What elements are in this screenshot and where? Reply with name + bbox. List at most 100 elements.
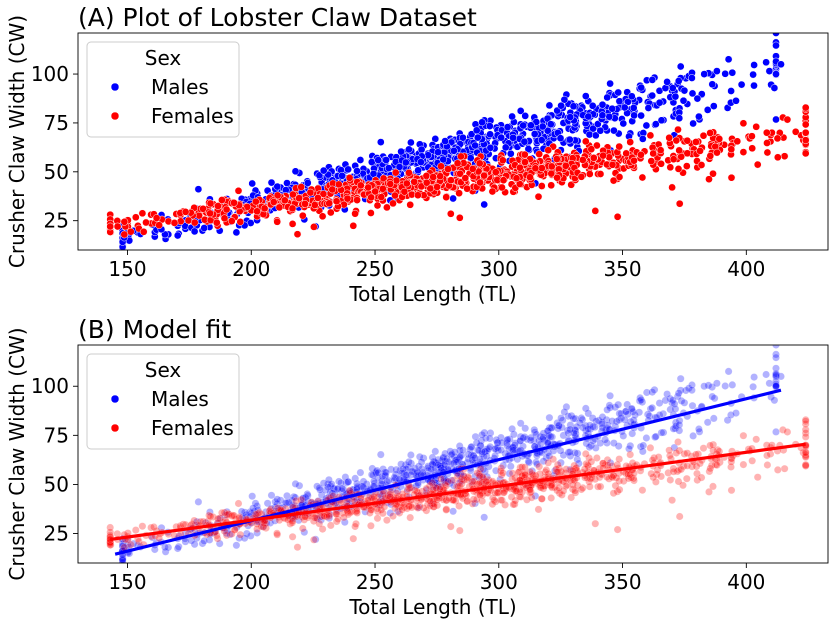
data-point-females: [406, 200, 415, 209]
data-point-males: [434, 148, 442, 157]
data-point-females: [498, 156, 507, 165]
data-point-males: [431, 463, 440, 472]
data-point-males: [612, 417, 621, 426]
x-tick-label: 250: [356, 570, 394, 594]
data-point-males: [415, 452, 424, 461]
data-point-females: [538, 164, 546, 172]
data-point-males: [620, 415, 629, 424]
data-point-males: [317, 516, 325, 524]
data-point-males: [545, 423, 554, 432]
data-point-males: [326, 482, 335, 490]
data-point-females: [547, 181, 556, 190]
data-point-males: [564, 448, 573, 457]
data-point-females: [325, 199, 334, 208]
data-point-females: [638, 486, 647, 495]
data-point-males: [481, 447, 489, 456]
data-point-females: [567, 466, 575, 475]
data-point-males: [651, 433, 659, 442]
data-point-females: [482, 478, 490, 486]
data-point-males: [431, 481, 440, 490]
data-point-females: [120, 217, 129, 226]
data-point-males: [638, 447, 647, 456]
data-point-males: [603, 439, 611, 447]
data-point-females: [579, 484, 587, 492]
data-point-females: [553, 486, 561, 495]
data-point-females: [106, 528, 115, 537]
data-point-males: [588, 414, 597, 422]
data-point-females: [206, 199, 215, 208]
data-point-males: [401, 461, 410, 469]
data-point-males: [423, 467, 432, 475]
data-point-females: [688, 462, 696, 471]
data-point-males: [558, 423, 566, 432]
data-point-males: [666, 405, 675, 414]
data-point-males: [391, 474, 400, 483]
data-point-females: [801, 420, 810, 428]
data-point-males: [334, 484, 342, 493]
data-point-females: [626, 450, 635, 459]
x-tick-label: 200: [232, 570, 270, 594]
data-point-males: [573, 449, 582, 458]
data-point-males: [606, 403, 615, 412]
data-point-males: [614, 88, 623, 97]
data-point-males: [376, 490, 384, 499]
data-point-males: [428, 453, 437, 462]
data-point-males: [248, 179, 257, 188]
data-point-females: [389, 512, 397, 520]
data-point-females: [402, 179, 411, 188]
data-point-males: [627, 92, 636, 101]
data-point-males: [539, 457, 548, 466]
data-point-females: [656, 146, 665, 155]
data-point-males: [436, 462, 445, 470]
data-point-females: [669, 467, 678, 476]
data-point-males: [481, 447, 489, 456]
data-point-females: [727, 486, 736, 495]
data-point-males: [441, 137, 449, 145]
data-point-males: [123, 541, 132, 549]
data-point-males: [485, 444, 493, 453]
data-point-males: [675, 426, 684, 435]
data-point-males: [439, 155, 448, 164]
data-point-males: [571, 449, 579, 457]
data-point-females: [801, 448, 810, 457]
data-point-males: [478, 447, 486, 456]
data-point-males: [676, 62, 685, 71]
data-point-females: [558, 491, 566, 499]
data-point-females: [801, 448, 810, 456]
data-point-males: [772, 33, 780, 37]
data-point-females: [587, 457, 596, 466]
data-point-females: [509, 500, 518, 509]
data-point-females: [526, 486, 534, 494]
data-point-males: [557, 458, 565, 467]
data-point-females: [273, 504, 282, 512]
data-point-females: [615, 173, 624, 181]
data-point-males: [344, 477, 353, 486]
data-point-males: [491, 444, 500, 453]
data-point-females: [218, 196, 226, 204]
data-point-females: [262, 524, 270, 532]
data-point-males: [221, 511, 230, 520]
data-point-females: [227, 512, 236, 520]
data-point-males: [370, 479, 379, 488]
data-point-males: [570, 429, 578, 437]
data-point-males: [333, 485, 342, 494]
data-point-males: [464, 454, 473, 463]
data-point-females: [697, 473, 706, 482]
data-point-females: [253, 509, 262, 518]
data-point-males: [728, 68, 737, 77]
data-point-males: [586, 421, 594, 430]
data-point-males: [232, 228, 241, 237]
data-point-females: [353, 196, 361, 204]
data-point-males: [494, 446, 503, 455]
data-point-females: [586, 475, 595, 483]
data-point-females: [515, 487, 524, 496]
data-point-females: [516, 163, 524, 172]
data-point-males: [622, 407, 630, 416]
data-point-females: [609, 489, 618, 498]
data-point-males: [671, 424, 680, 433]
x-tick-label: 350: [603, 570, 641, 594]
data-point-males: [407, 483, 416, 492]
data-point-males: [271, 497, 280, 506]
data-point-males: [381, 468, 389, 477]
data-point-females: [573, 481, 582, 490]
